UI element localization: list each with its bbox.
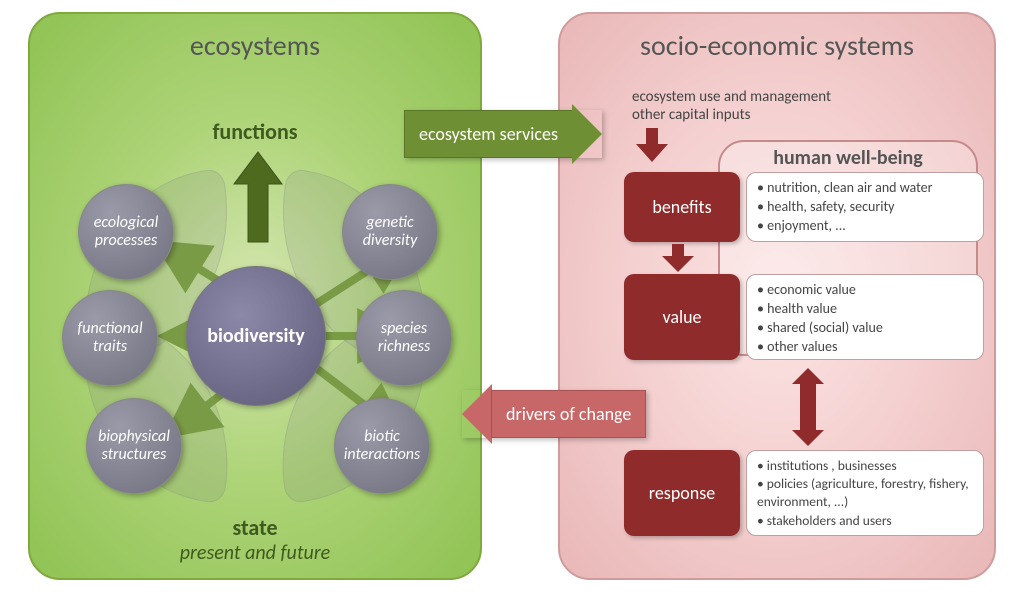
response-row: response institutions , businesses polic… xyxy=(624,450,984,536)
biophysical-structures-node: biophysical structures xyxy=(86,398,182,494)
ecosystems-title: ecosystems xyxy=(30,28,480,63)
value-label: value xyxy=(624,274,740,360)
response-item: institutions , businesses xyxy=(757,457,973,475)
mgmt-line-1: ecosystem use and management xyxy=(632,88,831,106)
arrow-right-icon xyxy=(572,104,602,164)
socio-title: socio-economic systems xyxy=(560,28,994,63)
value-item: health value xyxy=(757,300,973,319)
drivers-of-change-banner: drivers of change xyxy=(462,390,646,438)
value-item: economic value xyxy=(757,281,973,300)
down-arrow-benefits-value-icon xyxy=(660,244,696,274)
state-label: state xyxy=(30,514,480,541)
response-content: institutions , businesses policies (agri… xyxy=(746,450,984,536)
ecosystem-services-label: ecosystem services xyxy=(404,110,573,158)
benefits-item: health, safety, security xyxy=(757,198,973,217)
value-item: other values xyxy=(757,338,973,357)
node-label: functional traits xyxy=(77,320,142,357)
node-label: biotic interactions xyxy=(344,428,421,465)
biodiversity-node: biodiversity xyxy=(186,266,326,406)
node-label: biophysical structures xyxy=(98,428,170,465)
genetic-diversity-node: genetic diversity xyxy=(342,184,438,280)
value-item: shared (social) value xyxy=(757,319,973,338)
value-row: value economic value health value shared… xyxy=(624,274,984,360)
species-richness-node: species richness xyxy=(356,290,452,386)
ecological-processes-node: ecological processes xyxy=(78,184,174,280)
node-label: ecological processes xyxy=(94,214,159,251)
benefits-row: benefits nutrition, clean air and water … xyxy=(624,172,984,242)
mgmt-line-2: other capital inputs xyxy=(632,106,831,124)
ecosystems-panel: ecosystems functions biodiversity ecolog… xyxy=(28,12,482,580)
node-label: species richness xyxy=(378,320,430,357)
ecosystem-services-banner: ecosystem services xyxy=(404,110,602,158)
value-content: economic value health value shared (soci… xyxy=(746,274,984,360)
arrow-left-icon xyxy=(462,384,492,444)
response-item: policies (agriculture, forestry, fishery… xyxy=(757,475,973,511)
functional-traits-node: functional traits xyxy=(62,290,158,386)
benefits-content: nutrition, clean air and water health, s… xyxy=(746,172,984,242)
down-arrow-mgmt-icon xyxy=(634,126,670,164)
benefits-item: nutrition, clean air and water xyxy=(757,179,973,198)
state-subtitle: present and future xyxy=(30,541,480,565)
response-item: stakeholders and users xyxy=(757,512,973,530)
benefits-item: enjoyment, ... xyxy=(757,217,973,236)
state-block: state present and future xyxy=(30,514,480,565)
response-label: response xyxy=(624,450,740,536)
node-label: genetic diversity xyxy=(363,214,418,251)
double-arrow-icon xyxy=(792,368,824,446)
drivers-of-change-label: drivers of change xyxy=(491,390,646,438)
benefits-label: benefits xyxy=(624,172,740,242)
up-arrow-icon xyxy=(230,148,286,248)
management-text: ecosystem use and management other capit… xyxy=(632,88,831,124)
biotic-interactions-node: biotic interactions xyxy=(334,398,430,494)
human-wellbeing-title: human well-being xyxy=(720,146,976,170)
